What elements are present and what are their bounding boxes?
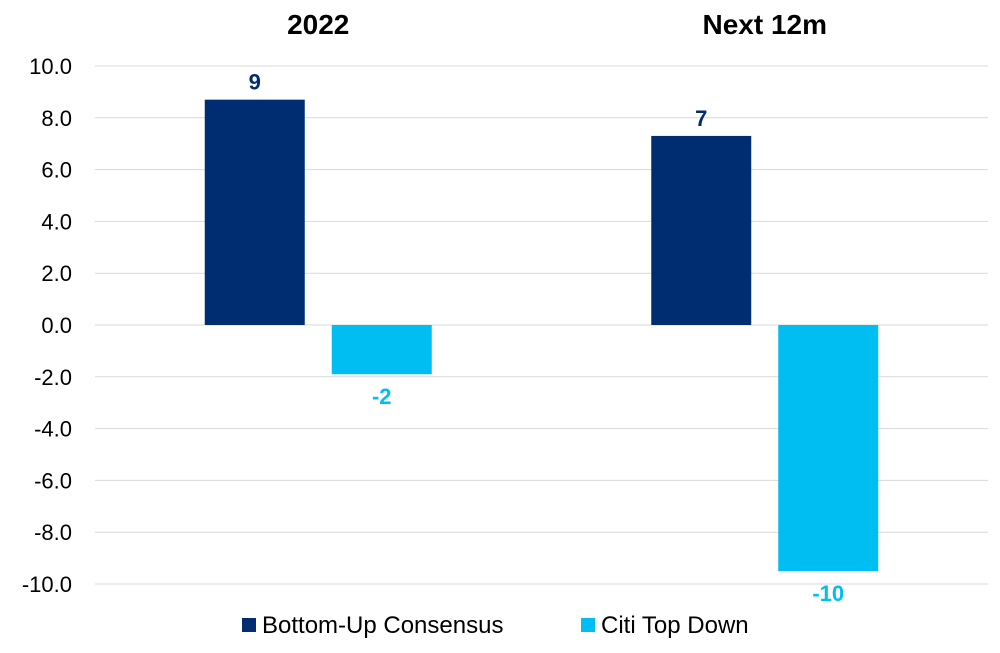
data-label: -10 <box>812 581 844 606</box>
y-tick-label: -2.0 <box>34 365 72 390</box>
legend-label: Bottom-Up Consensus <box>262 612 503 639</box>
bar <box>651 135 752 325</box>
bars <box>204 99 879 572</box>
data-label: -2 <box>372 384 392 409</box>
legend-swatch <box>242 618 256 632</box>
category-label: Next 12m <box>702 9 827 40</box>
legend-label: Citi Top Down <box>601 612 749 639</box>
y-tick-label: -6.0 <box>34 468 72 493</box>
bar <box>778 325 879 572</box>
bar <box>204 99 305 325</box>
y-tick-label: 4.0 <box>41 209 72 234</box>
y-tick-label: 0.0 <box>41 313 72 338</box>
y-tick-label: 2.0 <box>41 261 72 286</box>
bar <box>331 325 432 375</box>
y-tick-label: -8.0 <box>34 520 72 545</box>
legend-swatch <box>581 618 595 632</box>
y-tick-label: 6.0 <box>41 158 72 183</box>
legend: Bottom-Up Consensus Citi Top Down <box>242 612 749 639</box>
data-label: 7 <box>695 106 707 131</box>
data-labels: 9 -2 7 -10 <box>249 70 845 606</box>
category-labels: 2022 Next 12m <box>287 9 827 40</box>
y-tick-label: -10.0 <box>22 572 72 597</box>
y-axis-ticks: 10.0 8.0 6.0 4.0 2.0 0.0 -2.0 -4.0 -6.0 -8.0 -10.0 <box>22 54 72 597</box>
y-tick-label: 10.0 <box>29 54 72 79</box>
y-tick-label: -4.0 <box>34 417 72 442</box>
category-label: 2022 <box>287 9 349 40</box>
data-label: 9 <box>249 70 261 95</box>
y-tick-label: 8.0 <box>41 106 72 131</box>
